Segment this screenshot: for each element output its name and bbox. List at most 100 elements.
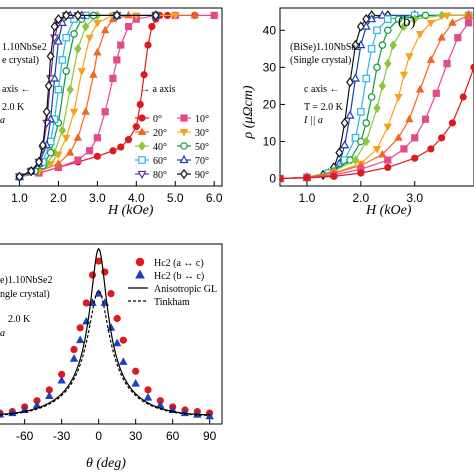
x-tick-label: 4.0 — [128, 191, 145, 205]
series-line — [280, 14, 469, 180]
data-point — [465, 19, 473, 27]
data-point — [132, 12, 141, 21]
legend-label: 70° — [195, 156, 209, 167]
panel-b-label: (b) — [398, 14, 416, 30]
panel-c-axes-frame — [0, 243, 223, 425]
panel-a-annotation-axis-left: axis ← — [2, 84, 31, 95]
data-point — [361, 21, 371, 30]
legend-label: 60° — [153, 156, 167, 167]
data-point — [415, 84, 425, 93]
data-point — [405, 114, 414, 123]
data-point — [400, 21, 408, 32]
panel-c: -60 -30 0 30 60 90 e)1.10NbSe2 ngle crystal) … — [0, 243, 223, 471]
data-point — [144, 41, 152, 49]
data-point — [112, 10, 121, 21]
panel-b-annotation-temperature: T = 2.0 K — [304, 102, 344, 113]
panel-b-series — [280, 10, 474, 184]
legend-marker — [137, 127, 147, 135]
data-point — [100, 25, 110, 34]
data-point — [131, 378, 140, 387]
legend-marker — [138, 114, 146, 122]
data-point — [73, 10, 82, 21]
panel-b-axes-frame — [279, 7, 474, 187]
anisotropic-gl-curve — [0, 247, 210, 416]
data-point — [66, 84, 74, 95]
data-point — [426, 55, 436, 63]
data-point — [421, 115, 430, 123]
data-point — [432, 89, 440, 97]
data-point — [340, 117, 349, 129]
data-point — [210, 11, 218, 20]
legend-label: Tinkham — [154, 297, 190, 308]
panel-a-annotation-sample-2: e crystal) — [2, 55, 39, 66]
data-point — [464, 10, 473, 19]
legend-label: 10° — [195, 114, 209, 125]
data-point — [437, 32, 446, 41]
data-point — [70, 345, 78, 354]
panel-b-x-axis-label: H (kOe) — [365, 203, 412, 218]
data-point — [109, 74, 117, 83]
panel-b-annotation-sample-2: (Single crystal) — [290, 55, 351, 66]
legend-label: Hc2 (a ↔ c) — [154, 258, 204, 269]
data-point — [394, 133, 403, 141]
data-point — [415, 30, 425, 39]
legend-marker — [180, 114, 188, 122]
series-9 — [15, 10, 160, 182]
data-point — [58, 125, 67, 136]
data-point — [46, 51, 55, 62]
data-point — [132, 367, 140, 375]
data-point — [362, 136, 370, 147]
legend-marker — [135, 269, 145, 279]
x-tick-label: 2.0 — [50, 191, 67, 205]
data-point — [53, 36, 63, 45]
legend-label: 90° — [195, 170, 209, 181]
data-point — [148, 22, 156, 31]
data-point — [345, 110, 355, 119]
data-point — [57, 375, 66, 384]
data-point — [81, 107, 90, 115]
data-point — [378, 81, 387, 91]
panel-a-annotation-fragment: a — [0, 115, 5, 126]
data-point — [411, 134, 419, 142]
x-tick-label: 30 — [129, 429, 143, 443]
data-point — [340, 140, 350, 149]
data-point — [367, 14, 377, 23]
legend-marker — [138, 141, 146, 151]
legend-label: Anisotropic GL — [154, 284, 217, 295]
data-point — [44, 80, 53, 92]
data-point — [357, 108, 365, 116]
panel-a-annotation-axis-right: → a axis — [140, 84, 176, 95]
data-point — [143, 392, 153, 401]
data-point — [373, 26, 381, 35]
data-point — [38, 140, 47, 151]
y-tick-label: 40 — [263, 23, 277, 37]
x-tick-label: 5.0 — [167, 191, 184, 205]
data-point — [119, 357, 128, 365]
legend-label: 40° — [153, 142, 167, 153]
legend-label: Hc2 (b ↔ c) — [154, 271, 204, 282]
data-point — [117, 41, 125, 49]
x-tick-label: 1.0 — [11, 191, 28, 205]
legend-marker — [180, 168, 188, 180]
data-point — [124, 10, 133, 19]
y-tick-label: 20 — [263, 97, 277, 111]
panel-b: 1.0 2.0 3.0 0 10 20 30 40 (b) (BiSe)1.10NbSe2 (… — [241, 7, 474, 218]
y-tick-label: 30 — [263, 60, 277, 74]
data-point — [62, 10, 71, 21]
legend-marker — [179, 154, 189, 164]
data-point — [362, 74, 371, 83]
data-point — [335, 147, 344, 158]
data-point — [280, 174, 284, 183]
data-point — [448, 119, 457, 127]
legend-label: 0° — [153, 114, 162, 125]
panel-c-annotation-sample-2: ngle crystal) — [0, 289, 50, 300]
data-point — [15, 171, 24, 182]
data-point — [373, 103, 381, 113]
legend-marker — [137, 170, 147, 180]
data-point — [357, 169, 365, 177]
data-point — [73, 133, 83, 141]
data-point — [107, 290, 115, 298]
data-point — [411, 154, 419, 162]
data-point — [54, 159, 63, 167]
